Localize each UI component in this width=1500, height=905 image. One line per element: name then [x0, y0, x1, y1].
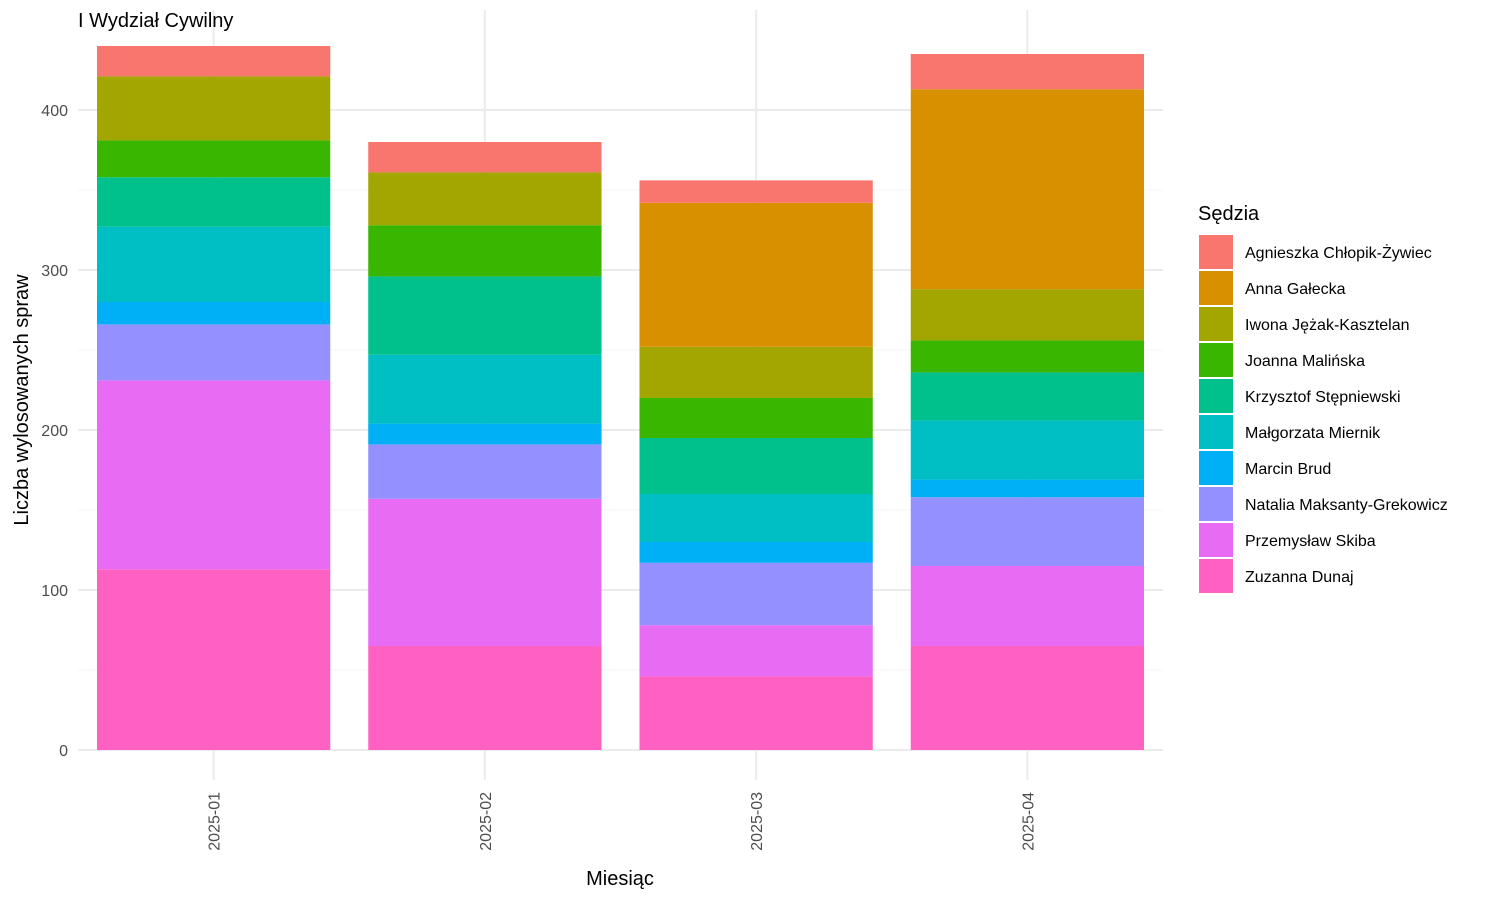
y-tick-label: 200: [41, 423, 68, 440]
bar-segment: [639, 676, 873, 750]
legend-key: [1199, 235, 1233, 269]
legend-key: [1199, 415, 1233, 449]
bar-segment: [910, 646, 1145, 750]
bar-segment: [96, 380, 331, 570]
legend-label: Marcin Brud: [1245, 461, 1331, 478]
y-tick-label: 400: [41, 103, 68, 120]
legend-key: [1199, 343, 1233, 377]
legend-label: Krzysztof Stępniewski: [1245, 389, 1401, 406]
legend-label: Zuzanna Dunaj: [1245, 569, 1354, 586]
legend-key: [1199, 307, 1233, 341]
y-tick-label: 300: [41, 263, 68, 280]
legend-key: [1199, 451, 1233, 485]
bar-segment: [639, 494, 873, 542]
legend-key: [1199, 271, 1233, 305]
x-tick-label: 2025-04: [1020, 792, 1037, 851]
bar-segment: [910, 420, 1145, 480]
bar-segment: [910, 289, 1145, 341]
bar-segment: [910, 566, 1145, 646]
bar-segment: [96, 140, 331, 178]
bar-segment: [639, 625, 873, 677]
bar-segment: [639, 202, 873, 347]
bar-segment: [368, 276, 602, 355]
x-tick-label: 2025-03: [749, 792, 766, 851]
legend-label: Iwona Jężak-Kasztelan: [1245, 317, 1410, 334]
legend-key: [1199, 523, 1233, 557]
bar-segment: [368, 142, 602, 173]
bar-segment: [368, 172, 602, 226]
legend-key: [1199, 559, 1233, 593]
legend: Sędzia Agnieszka Chłopik-Żywiec Anna Gałe…: [1198, 203, 1448, 593]
legend-label: Anna Gałecka: [1245, 281, 1346, 298]
y-axis-ticks: 0 100 200 300 400: [41, 103, 68, 760]
bar-segment: [368, 444, 602, 499]
bar-segment: [96, 226, 331, 302]
legend-key: [1199, 487, 1233, 521]
x-tick-label: 2025-01: [207, 792, 224, 851]
bar-segment: [96, 46, 331, 77]
bars: [96, 46, 1145, 750]
bar-segment: [96, 569, 331, 750]
bar-segment: [96, 302, 331, 325]
legend-label: Agnieszka Chłopik-Żywiec: [1245, 243, 1432, 262]
bar-segment: [639, 562, 873, 626]
chart-title: I Wydział Cywilny: [78, 10, 233, 32]
bar-segment: [96, 177, 331, 227]
bar-segment: [368, 225, 602, 277]
x-axis-ticks: 2025-01 2025-02 2025-03 2025-04: [207, 792, 1038, 851]
bar-segment: [639, 346, 873, 398]
bar-segment: [910, 479, 1145, 498]
y-tick-label: 100: [41, 583, 68, 600]
bar-segment: [639, 438, 873, 494]
legend-label: Joanna Malińska: [1245, 353, 1365, 370]
bar-segment: [910, 89, 1145, 290]
legend-label: Przemysław Skiba: [1245, 533, 1376, 550]
bar-segment: [96, 324, 331, 381]
x-tick-label: 2025-02: [478, 792, 495, 851]
bar-segment: [910, 497, 1145, 566]
legend-label: Natalia Maksanty-Grekowicz: [1245, 497, 1448, 514]
bar-segment: [910, 372, 1145, 421]
legend-label: Małgorzata Miernik: [1245, 425, 1381, 442]
bar-segment: [910, 340, 1145, 373]
bar-segment: [368, 354, 602, 424]
bar-segment: [910, 54, 1145, 90]
bar-segment: [639, 398, 873, 438]
y-tick-label: 0: [59, 743, 68, 760]
bar-segment: [639, 542, 873, 563]
y-axis-title: Liczba wylosowanych spraw: [11, 274, 33, 526]
x-axis-title: Miesiąc: [586, 868, 654, 890]
bar-segment: [368, 423, 602, 445]
bar-segment: [368, 498, 602, 646]
bar-segment: [96, 76, 331, 141]
bar-segment: [639, 180, 873, 203]
legend-title: Sędzia: [1198, 203, 1260, 225]
bar-segment: [368, 646, 602, 750]
legend-key: [1199, 379, 1233, 413]
